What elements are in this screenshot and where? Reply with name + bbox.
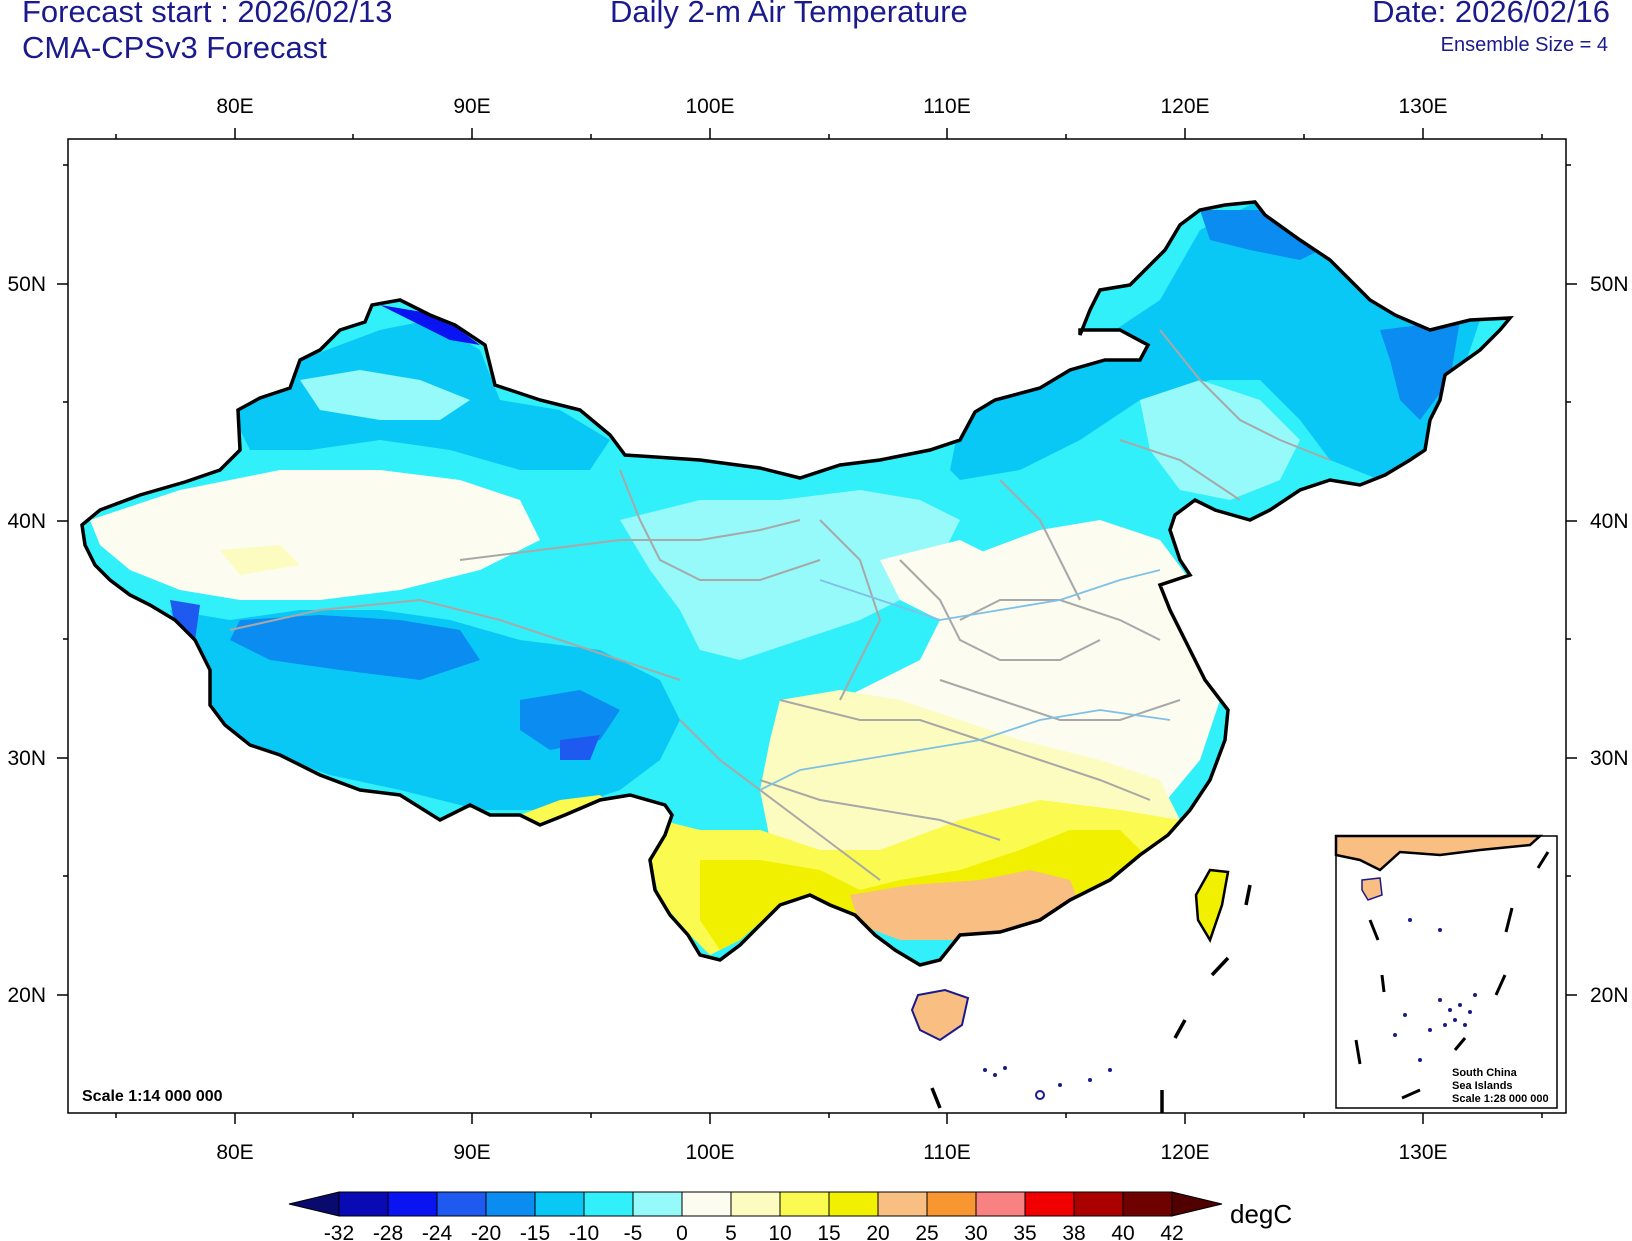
- svg-text:50N: 50N: [1590, 273, 1629, 296]
- colorbar-tick-label: 25: [915, 1222, 938, 1241]
- svg-text:130E: 130E: [1398, 1141, 1447, 1164]
- svg-text:50N: 50N: [7, 273, 46, 296]
- south-china-sea-inset: South China Sea Islands Scale 1:28 000 0…: [1334, 834, 1558, 1109]
- colorbar-swatch: [779, 1191, 830, 1217]
- axis-ticks: [57, 128, 1577, 1124]
- svg-text:110E: 110E: [923, 1141, 971, 1164]
- colorbar-swatch: [828, 1191, 879, 1217]
- colorbar-tick-label: -20: [471, 1222, 501, 1241]
- svg-text:80E: 80E: [216, 1141, 253, 1164]
- latitude-labels-left: 50N 40N 30N 20N: [7, 273, 46, 1007]
- model-name-label: CMA-CPSv3 Forecast: [22, 30, 327, 65]
- latitude-labels-right: 50N 40N 30N 20N: [1590, 273, 1629, 1007]
- colorbar-tick-label: 15: [817, 1222, 840, 1241]
- colorbar-swatch: [730, 1191, 781, 1217]
- colorbar-tick-label: 20: [866, 1222, 889, 1241]
- colorbar-tick-label: -32: [324, 1222, 354, 1241]
- svg-text:110E: 110E: [923, 95, 971, 118]
- colorbar-min-arrow: [288, 1191, 340, 1217]
- svg-text:120E: 120E: [1160, 1141, 1209, 1164]
- colorbar-swatch: [534, 1191, 585, 1217]
- colorbar-tick-label: 5: [725, 1222, 737, 1241]
- south-sea-islets: [983, 1066, 1112, 1100]
- svg-text:90E: 90E: [453, 1141, 490, 1164]
- map-scale-label: Scale 1:14 000 000: [82, 1088, 223, 1105]
- colorbar-swatch: [485, 1191, 536, 1217]
- svg-text:30N: 30N: [1590, 747, 1629, 770]
- colorbar-swatch: [632, 1191, 683, 1217]
- colorbar-tick-label: 0: [676, 1222, 688, 1241]
- longitude-labels-top: 80E 90E 100E 110E 120E 130E: [216, 95, 1447, 118]
- ensemble-size-label: Ensemble Size = 4: [1440, 34, 1608, 56]
- rivers: [759, 569, 1171, 791]
- colorbar-swatch: [583, 1191, 634, 1217]
- taiwan-island: [1194, 868, 1230, 943]
- colorbar-tick-label: -24: [422, 1222, 453, 1241]
- maritime-boundary-dashes: [930, 884, 1252, 1113]
- svg-text:20N: 20N: [1590, 984, 1629, 1007]
- colorbar-swatch: [877, 1191, 928, 1217]
- inset-scale-label: Scale 1:28 000 000: [1452, 1093, 1549, 1105]
- colorbar-swatch: [1073, 1191, 1124, 1217]
- colorbar-tick-label: 38: [1062, 1222, 1085, 1241]
- colorbar-max-arrow: [1171, 1191, 1223, 1217]
- map-title: Daily 2-m Air Temperature: [610, 0, 968, 29]
- forecast-start-label: Forecast start : 2026/02/13: [22, 0, 393, 29]
- colorbar-tick-label: -5: [624, 1222, 643, 1241]
- colorbar-tick-label: -15: [520, 1222, 550, 1241]
- colorbar: -32 -28 -24 -20 -15 -10 -5 0 5 10 15 20 25 30 35 38 40 42: [288, 1191, 1223, 1241]
- colorbar-swatch: [975, 1191, 1026, 1217]
- svg-text:100E: 100E: [685, 1141, 734, 1164]
- svg-text:80E: 80E: [216, 95, 253, 118]
- colorbar-tick-label: 35: [1013, 1222, 1036, 1241]
- colorbar-tick-label: 30: [964, 1222, 987, 1241]
- svg-text:100E: 100E: [685, 95, 734, 118]
- svg-text:40N: 40N: [1590, 510, 1629, 533]
- colorbar-tick-label: 10: [768, 1222, 791, 1241]
- colorbar-swatch: [681, 1191, 732, 1217]
- valid-date-label: Date: 2026/02/16: [1372, 0, 1610, 29]
- colorbar-swatch: [1024, 1191, 1075, 1217]
- colorbar-swatch: [436, 1191, 487, 1217]
- colorbar-swatch: [387, 1191, 438, 1217]
- colorbar-swatch: [926, 1191, 977, 1217]
- inset-caption-line2: Sea Islands: [1452, 1080, 1513, 1092]
- colorbar-tick-label: 40: [1111, 1222, 1134, 1241]
- colorbar-unit-label: degC: [1230, 1199, 1292, 1229]
- colorbar-swatch: [338, 1191, 389, 1217]
- hainan-island: [910, 988, 970, 1042]
- svg-text:90E: 90E: [453, 95, 490, 118]
- colorbar-tick-label: 42: [1160, 1222, 1183, 1241]
- colorbar-tick-label: -10: [569, 1222, 599, 1241]
- longitude-labels-bottom: 80E 90E 100E 110E 120E 130E: [216, 1141, 1447, 1164]
- svg-text:40N: 40N: [7, 510, 46, 533]
- colorbar-tick-label: -28: [373, 1222, 403, 1241]
- svg-text:120E: 120E: [1160, 95, 1209, 118]
- colorbar-swatch: [1122, 1191, 1173, 1217]
- svg-text:30N: 30N: [7, 747, 46, 770]
- inset-caption-line1: South China: [1452, 1067, 1518, 1079]
- svg-text:20N: 20N: [7, 984, 46, 1007]
- svg-text:130E: 130E: [1398, 95, 1447, 118]
